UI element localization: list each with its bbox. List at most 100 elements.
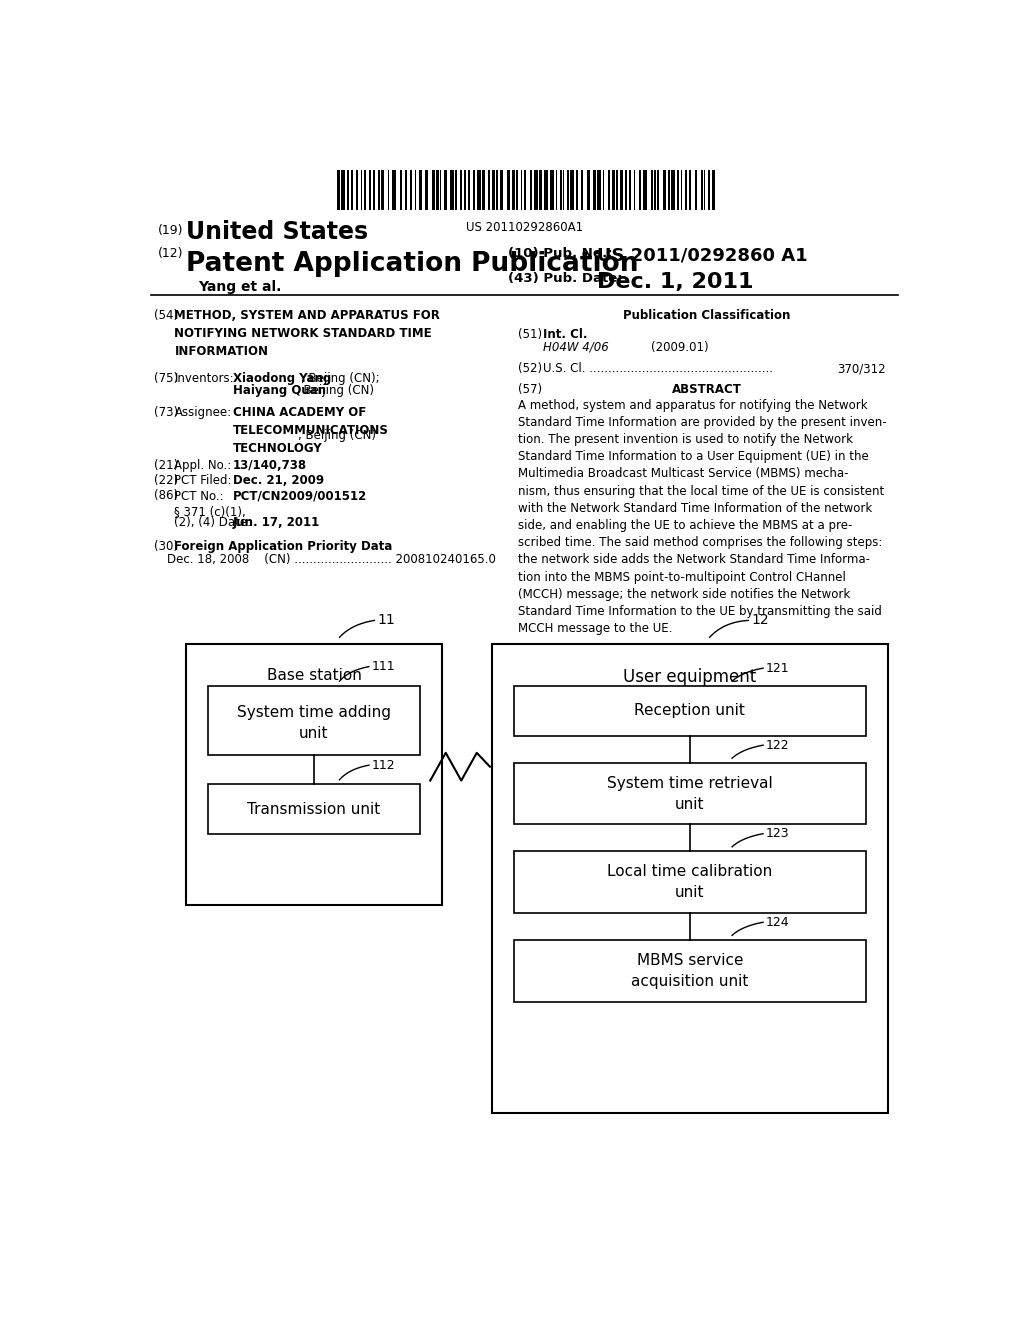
- Bar: [677, 170, 679, 210]
- Text: CHINA ACADEMY OF
TELECOMMUNICATIONS
TECHNOLOGY: CHINA ACADEMY OF TELECOMMUNICATIONS TECH…: [232, 407, 388, 455]
- Bar: [444, 170, 446, 210]
- Bar: [612, 170, 615, 210]
- Text: 121: 121: [765, 661, 790, 675]
- Bar: [708, 170, 710, 210]
- Bar: [639, 170, 641, 210]
- Text: Dec. 21, 2009: Dec. 21, 2009: [232, 474, 324, 487]
- Bar: [657, 170, 659, 210]
- Bar: [507, 170, 510, 210]
- Bar: [514, 686, 866, 737]
- Bar: [360, 170, 361, 210]
- Bar: [341, 170, 345, 210]
- Text: (54): (54): [154, 309, 178, 322]
- Text: User equipment: User equipment: [624, 668, 757, 686]
- Bar: [469, 170, 470, 210]
- Text: System time retrieval
unit: System time retrieval unit: [607, 776, 773, 812]
- Bar: [700, 170, 702, 210]
- Bar: [388, 170, 389, 210]
- Bar: [514, 940, 866, 1002]
- Bar: [593, 170, 596, 210]
- Bar: [373, 170, 376, 210]
- Text: 124: 124: [765, 916, 790, 929]
- Bar: [597, 170, 601, 210]
- Bar: [587, 170, 591, 210]
- Text: PCT/CN2009/001512: PCT/CN2009/001512: [232, 490, 367, 503]
- Text: Haiyang Quan: Haiyang Quan: [232, 384, 326, 397]
- Bar: [512, 170, 514, 210]
- Text: (22): (22): [154, 474, 178, 487]
- Text: U.S. Cl. .................................................: U.S. Cl. ...............................…: [543, 363, 773, 375]
- Bar: [555, 170, 557, 210]
- Bar: [440, 170, 441, 210]
- Bar: [369, 170, 372, 210]
- Bar: [608, 170, 610, 210]
- Text: (52): (52): [518, 363, 542, 375]
- Bar: [186, 644, 442, 906]
- Bar: [436, 170, 438, 210]
- Bar: [500, 170, 503, 210]
- Text: (86): (86): [154, 490, 178, 503]
- Text: 122: 122: [765, 739, 790, 751]
- Bar: [685, 170, 687, 210]
- Bar: [406, 170, 408, 210]
- Text: (12): (12): [158, 247, 183, 260]
- Bar: [473, 170, 474, 210]
- Bar: [577, 170, 578, 210]
- Text: Base station: Base station: [266, 668, 361, 684]
- Bar: [208, 686, 420, 755]
- Text: (75): (75): [154, 372, 178, 385]
- Text: 12: 12: [752, 614, 769, 627]
- Bar: [643, 170, 647, 210]
- Bar: [616, 170, 617, 210]
- Bar: [570, 170, 574, 210]
- Text: Appl. No.:: Appl. No.:: [174, 459, 231, 471]
- Text: Assignee:: Assignee:: [174, 407, 231, 420]
- Bar: [560, 170, 561, 210]
- Text: METHOD, SYSTEM AND APPARATUS FOR
NOTIFYING NETWORK STANDARD TIME
INFORMATION: METHOD, SYSTEM AND APPARATUS FOR NOTIFYI…: [174, 309, 440, 358]
- Bar: [514, 763, 866, 825]
- Bar: [482, 170, 484, 210]
- Bar: [566, 170, 569, 210]
- Bar: [347, 170, 349, 210]
- Bar: [451, 170, 454, 210]
- Text: Yang et al.: Yang et al.: [198, 280, 282, 294]
- Bar: [514, 851, 866, 913]
- Bar: [399, 170, 402, 210]
- Bar: [654, 170, 656, 210]
- Bar: [382, 170, 384, 210]
- Text: Xiaodong Yang: Xiaodong Yang: [232, 372, 331, 385]
- Bar: [356, 170, 357, 210]
- Text: System time adding
unit: System time adding unit: [237, 705, 391, 741]
- Bar: [493, 644, 888, 1113]
- Bar: [563, 170, 564, 210]
- Text: ABSTRACT: ABSTRACT: [672, 383, 741, 396]
- Text: , Beijing (CN): , Beijing (CN): [296, 384, 374, 397]
- Text: 112: 112: [372, 759, 395, 772]
- Bar: [392, 170, 396, 210]
- Text: Patent Application Publication: Patent Application Publication: [186, 251, 639, 277]
- Bar: [626, 170, 627, 210]
- Text: Inventors:: Inventors:: [174, 372, 234, 385]
- Text: (51): (51): [518, 327, 542, 341]
- Bar: [464, 170, 466, 210]
- Text: (30): (30): [154, 540, 177, 553]
- Bar: [663, 170, 666, 210]
- Text: Local time calibration
unit: Local time calibration unit: [607, 865, 772, 900]
- Text: A method, system and apparatus for notifying the Network
Standard Time Informati: A method, system and apparatus for notif…: [518, 399, 887, 635]
- Bar: [688, 170, 691, 210]
- Bar: [492, 170, 495, 210]
- Bar: [581, 170, 583, 210]
- Bar: [410, 170, 413, 210]
- Text: PCT No.:: PCT No.:: [174, 490, 224, 503]
- Text: 370/312: 370/312: [838, 363, 886, 375]
- Text: Foreign Application Priority Data: Foreign Application Priority Data: [174, 540, 393, 553]
- Bar: [602, 170, 604, 210]
- Bar: [477, 170, 480, 210]
- Bar: [629, 170, 632, 210]
- Text: 11: 11: [378, 614, 395, 627]
- Text: US 20110292860A1: US 20110292860A1: [466, 220, 584, 234]
- Text: (2), (4) Date:: (2), (4) Date:: [174, 516, 252, 529]
- Bar: [671, 170, 675, 210]
- Bar: [378, 170, 380, 210]
- Bar: [520, 170, 522, 210]
